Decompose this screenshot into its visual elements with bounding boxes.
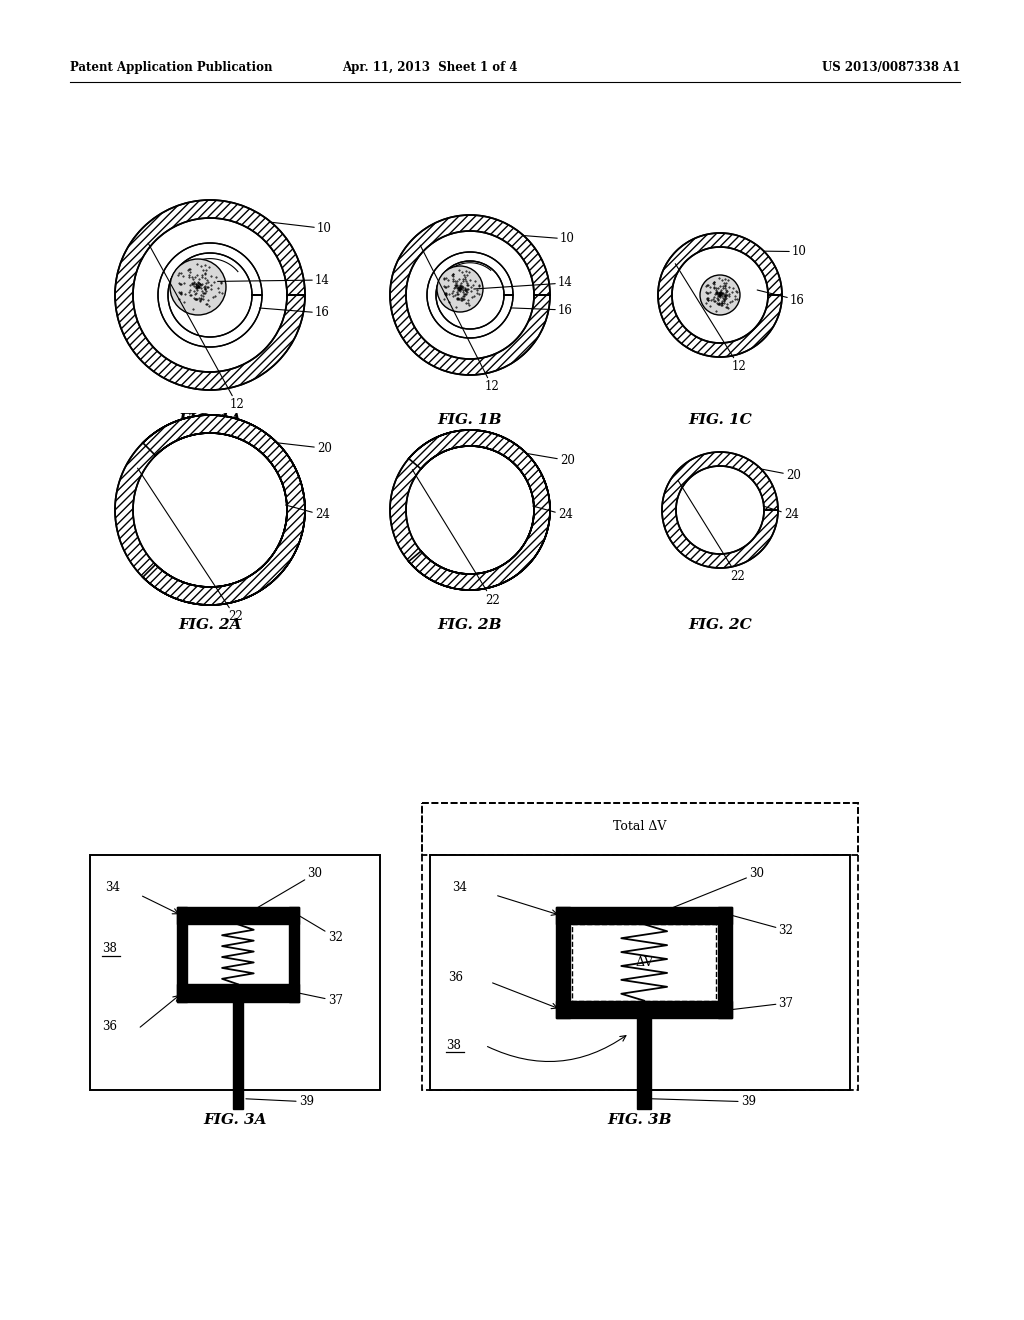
Bar bbox=[570, 924, 718, 1001]
Text: 30: 30 bbox=[250, 867, 323, 912]
Text: 24: 24 bbox=[532, 506, 572, 521]
Bar bbox=[233, 1002, 243, 1109]
Polygon shape bbox=[158, 243, 262, 347]
Polygon shape bbox=[662, 451, 778, 568]
Text: 32: 32 bbox=[732, 916, 794, 937]
Text: 39: 39 bbox=[246, 1096, 313, 1109]
Circle shape bbox=[170, 259, 226, 315]
Circle shape bbox=[437, 267, 483, 312]
Text: 16: 16 bbox=[757, 290, 805, 306]
Text: 24: 24 bbox=[763, 506, 799, 521]
Text: 38: 38 bbox=[102, 942, 117, 956]
Circle shape bbox=[700, 275, 740, 315]
Bar bbox=[289, 907, 299, 1002]
Text: 38: 38 bbox=[446, 1039, 461, 1052]
Text: 20: 20 bbox=[526, 454, 574, 467]
Text: FIG. 3A: FIG. 3A bbox=[203, 1113, 266, 1127]
Text: 16: 16 bbox=[511, 304, 572, 317]
Bar bbox=[177, 907, 186, 1002]
Text: US 2013/0087338 A1: US 2013/0087338 A1 bbox=[821, 62, 961, 74]
Text: 20: 20 bbox=[761, 469, 801, 482]
Bar bbox=[637, 1018, 651, 1109]
Bar bbox=[422, 804, 858, 1090]
Text: FIG. 1A: FIG. 1A bbox=[178, 413, 242, 426]
Text: 22: 22 bbox=[413, 470, 500, 606]
Text: 36: 36 bbox=[449, 970, 463, 983]
Text: Patent Application Publication: Patent Application Publication bbox=[70, 62, 272, 74]
Polygon shape bbox=[115, 414, 305, 605]
Text: 34: 34 bbox=[105, 882, 120, 895]
Text: Apr. 11, 2013  Sheet 1 of 4: Apr. 11, 2013 Sheet 1 of 4 bbox=[342, 62, 518, 74]
Bar bbox=[718, 907, 732, 1018]
Text: 12: 12 bbox=[420, 246, 500, 393]
Text: 12: 12 bbox=[148, 243, 245, 412]
Text: 10: 10 bbox=[523, 232, 574, 246]
Text: FIG. 2B: FIG. 2B bbox=[437, 618, 502, 632]
Text: FIG. 1C: FIG. 1C bbox=[688, 413, 752, 426]
Bar bbox=[572, 924, 717, 1001]
Text: 37: 37 bbox=[299, 993, 343, 1007]
Text: FIG. 2A: FIG. 2A bbox=[178, 618, 242, 632]
Polygon shape bbox=[658, 234, 782, 356]
Bar bbox=[556, 907, 570, 1018]
Text: 24: 24 bbox=[286, 506, 330, 521]
Text: FIG. 2C: FIG. 2C bbox=[688, 618, 752, 632]
Bar bbox=[556, 1001, 732, 1018]
Text: ΔV: ΔV bbox=[635, 956, 653, 969]
Polygon shape bbox=[390, 215, 550, 375]
Text: 34: 34 bbox=[452, 882, 467, 895]
Text: 32: 32 bbox=[299, 916, 343, 944]
Bar bbox=[422, 804, 858, 855]
Text: 39: 39 bbox=[652, 1096, 756, 1109]
Bar bbox=[556, 907, 732, 924]
Text: 10: 10 bbox=[764, 246, 807, 259]
Text: 37: 37 bbox=[732, 997, 794, 1010]
Text: FIG. 1B: FIG. 1B bbox=[437, 413, 502, 426]
Text: 12: 12 bbox=[675, 264, 746, 374]
Text: 22: 22 bbox=[678, 480, 744, 582]
Polygon shape bbox=[390, 430, 550, 590]
Bar bbox=[186, 924, 289, 985]
Text: 10: 10 bbox=[271, 222, 332, 235]
Polygon shape bbox=[115, 201, 305, 389]
Text: Total ΔV: Total ΔV bbox=[613, 820, 667, 833]
Text: FIG. 3B: FIG. 3B bbox=[608, 1113, 672, 1127]
Bar bbox=[177, 907, 299, 924]
Bar bbox=[90, 855, 380, 1090]
Text: 36: 36 bbox=[102, 1020, 117, 1034]
Text: 22: 22 bbox=[137, 469, 243, 623]
Bar bbox=[430, 855, 850, 1090]
Bar bbox=[177, 985, 299, 1002]
Text: 30: 30 bbox=[662, 867, 764, 912]
Text: 14: 14 bbox=[474, 276, 572, 289]
Text: 14: 14 bbox=[217, 273, 330, 286]
Text: 20: 20 bbox=[278, 442, 332, 455]
Text: 16: 16 bbox=[259, 306, 330, 319]
Polygon shape bbox=[427, 252, 513, 338]
